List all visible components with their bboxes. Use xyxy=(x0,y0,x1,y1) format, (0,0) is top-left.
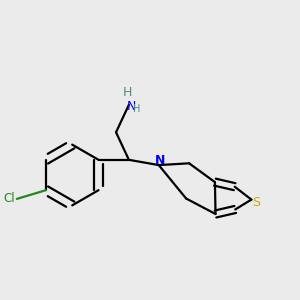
Text: H: H xyxy=(123,86,133,99)
Text: S: S xyxy=(252,196,260,209)
Text: N: N xyxy=(154,154,165,167)
Text: Cl: Cl xyxy=(3,192,15,206)
Text: H: H xyxy=(133,104,140,114)
Text: N: N xyxy=(127,100,136,113)
